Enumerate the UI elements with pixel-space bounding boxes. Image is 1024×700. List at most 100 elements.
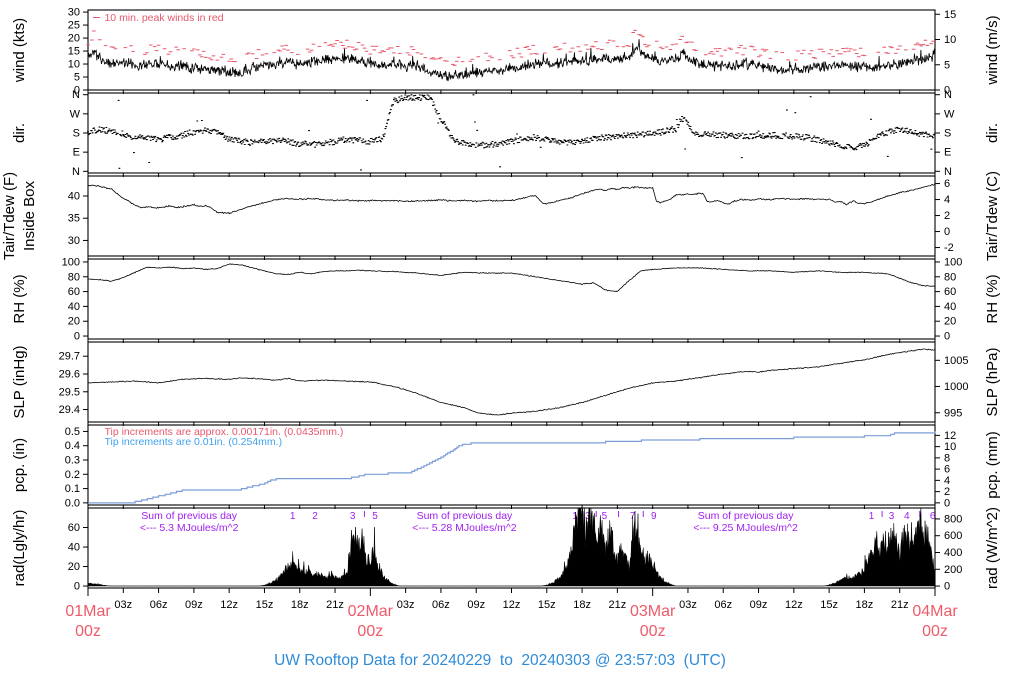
series-solar_rad [87, 507, 936, 587]
x-minor-label: 09z [467, 599, 485, 611]
y-tick-label-left: 20 [68, 316, 80, 328]
x-minor-label: 06z [714, 599, 732, 611]
y-tick-label-left: 0.0 [65, 497, 80, 509]
series-path-slp [87, 348, 936, 416]
y-tick-label-right: 40 [944, 301, 956, 313]
series-path-rh [87, 263, 936, 292]
axis-label-right-wind: wind (m/s) [984, 15, 1001, 85]
x-minor-label: 12z [220, 599, 238, 611]
sum-annotation-line1: Sum of previous day [698, 510, 794, 522]
y-tick-label-left: W [70, 108, 81, 120]
panel-rh: 0 20 40 60 80 100 0 20 40 60 80 100 RH (%) RH (%) [11, 256, 1001, 343]
y-tick-label-right: 2 [944, 210, 950, 222]
x-minor-label: 12z [785, 599, 803, 611]
x-minor-label: 09z [185, 599, 203, 611]
series-points-wind_dir [87, 94, 936, 171]
panel-border [87, 341, 936, 423]
y-tick-label-left: 0 [74, 331, 80, 343]
y-tick-label-right: 1005 [944, 355, 968, 367]
y-tick-label-right: S [944, 128, 951, 140]
mj-mark-label: 4 [904, 511, 910, 522]
panel-border [87, 175, 936, 257]
series-slp [87, 348, 936, 416]
mj-mark-label: 5 [372, 511, 378, 522]
x-day-sublabel: 00z [357, 623, 383, 640]
panel-annotation: Tip increments are 0.01in. (0.254mm.) [104, 436, 282, 448]
x-day-sublabel: 00z [922, 623, 948, 640]
panel-annotation: 10 min. peak winds in red [104, 12, 223, 24]
y-tick-label-right: 1000 [944, 381, 968, 393]
axis-label-left-rad: rad(Lgly/hr) [11, 510, 28, 587]
x-minor-label: 15z [538, 599, 556, 611]
y-tick-label-left: N [72, 166, 80, 178]
y-tick-label-left: 30 [68, 7, 80, 19]
x-minor-label: 18z [573, 599, 591, 611]
axis-label-right-pcp: pcp. (mm) [984, 431, 1001, 499]
x-minor-label: 09z [750, 599, 768, 611]
y-tick-label-right: 0 [944, 497, 950, 509]
panel-temp: 30 35 40 -2 0 2 4 6 Tair/Tdew (F) Inside Box Tair/… [1, 171, 1001, 261]
x-day-label: 01Mar [65, 603, 111, 620]
y-tick-label-left: 60 [68, 286, 80, 298]
x-day-sublabel: 00z [75, 623, 101, 640]
y-tick-label-right: 800 [944, 513, 962, 525]
y-tick-label-right: 8 [944, 452, 950, 464]
series-dashes-wind_peak [86, 29, 935, 66]
series-wind_dir [87, 94, 936, 171]
y-tick-label-right: 600 [944, 530, 962, 542]
y-tick-label-left: 25 [68, 20, 80, 32]
mj-mark-label: 3 [350, 511, 356, 522]
x-day-sublabel: 00z [640, 623, 666, 640]
y-tick-label-right: 10 [944, 441, 956, 453]
panel-border [87, 92, 936, 174]
y-tick-label-left: 40 [68, 191, 80, 203]
axis-label-right-dir: dir. [984, 123, 1001, 143]
y-tick-label-right: N [944, 89, 952, 101]
x-minor-label: 06z [432, 599, 450, 611]
series-wind_avg [87, 39, 936, 82]
sum-annotation-line2: <--- 5.3 MJoules/m^2 [140, 522, 239, 534]
sum-annotation-line2: <--- 9.25 MJoules/m^2 [693, 522, 798, 534]
x-day-label: 02Mar [348, 603, 394, 620]
y-tick-label-left: 35 [68, 213, 80, 225]
x-minor-label: 15z [820, 599, 838, 611]
mj-mark-label: 3 [889, 511, 895, 522]
mj-mark-label: 9 [651, 511, 657, 522]
axis-label-left-wind: wind (kts) [11, 18, 28, 83]
y-tick-label-right: 2 [944, 486, 950, 498]
y-tick-label-left: 20 [68, 33, 80, 45]
y-tick-label-left: 10 [68, 59, 80, 71]
sum-annotation-line2: <--- 5.28 MJoules/m^2 [412, 522, 517, 534]
axis-label-right-rh: RH (%) [984, 274, 1001, 323]
y-tick-label-left: 0 [74, 85, 80, 97]
y-tick-label-left: 0 [74, 581, 80, 593]
mj-mark-label: 1 [290, 511, 296, 522]
y-tick-label-left: 15 [68, 46, 80, 58]
axis-label-right-slp: SLP (hPa) [984, 348, 1001, 417]
y-tick-label-left: 60 [68, 522, 80, 534]
panel-border [87, 258, 936, 340]
y-tick-label-left: 0.3 [65, 455, 80, 467]
mj-mark-label: 5 [602, 511, 608, 522]
x-minor-label: 21z [609, 599, 627, 611]
x-minor-label: 12z [503, 599, 521, 611]
x-minor-label: 03z [114, 599, 132, 611]
y-tick-label-left: 30 [68, 235, 80, 247]
series-rh [87, 263, 936, 292]
y-tick-label-right: 4 [944, 194, 950, 206]
y-tick-label-right: 200 [944, 564, 962, 576]
axis-label-left-slp: SLP (inHg) [11, 345, 28, 418]
y-tick-label-right: 15 [944, 9, 956, 21]
mj-mark-label: 1 [869, 511, 875, 522]
panel-annotation: Tip increments are approx. 0.00171in. (0… [104, 426, 343, 438]
axis-label-left-temp: Tair/Tdew (F) [1, 172, 18, 260]
panel-slp: 29.4 29.5 29.6 29.7 995 1000 1005 SLP (inHg) SLP… [11, 341, 1001, 426]
x-minor-label: 18z [291, 599, 309, 611]
y-tick-label-left: 0.2 [65, 469, 80, 481]
x-minor-label: 18z [856, 599, 874, 611]
y-tick-label-right: W [944, 108, 955, 120]
